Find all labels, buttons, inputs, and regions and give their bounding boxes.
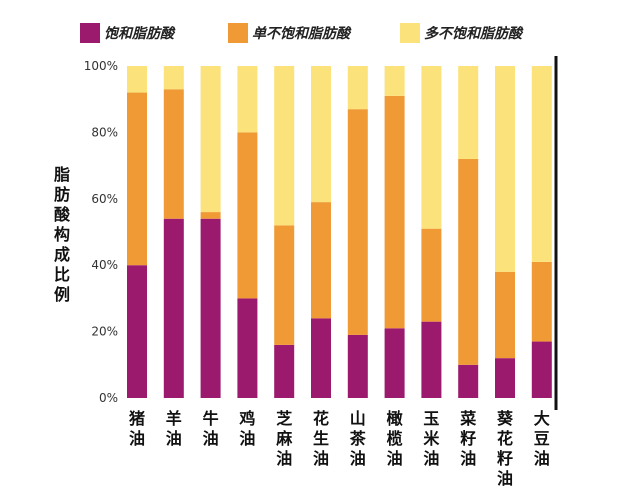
x-tick-label: 牛	[203, 409, 219, 428]
bar-10-series-3	[458, 66, 479, 159]
x-tick-label: 油	[460, 449, 476, 468]
legend: 饱和脂肪酸 单不饱和脂肪酸 多不饱和脂肪酸	[0, 0, 641, 50]
bar-1-series-2	[127, 92, 147, 266]
bar-1-series-3	[127, 66, 147, 93]
y-axis-label: 酸	[54, 205, 71, 224]
x-tick-label: 油	[497, 469, 513, 488]
x-tick-label: 油	[350, 449, 366, 468]
x-tick-label: 油	[203, 429, 219, 448]
x-tick-label: 菜	[459, 409, 476, 428]
legend-item-polyunsaturated: 多不饱和脂肪酸	[400, 22, 522, 44]
bar-6-series-2	[311, 202, 331, 319]
bar-8-series-1	[384, 328, 405, 398]
x-tick-label: 油	[423, 449, 439, 468]
bar-5-series-3	[274, 66, 295, 226]
y-axis-label: 比	[54, 265, 70, 284]
y-axis-label: 肪	[54, 185, 70, 204]
x-tick-label: 米	[423, 429, 440, 448]
x-tick-label: 葵	[497, 409, 514, 428]
bar-6-series-3	[311, 66, 331, 203]
bar-4-series-3	[237, 66, 258, 133]
legend-swatch-saturated	[80, 23, 100, 43]
bar-8-series-2	[384, 95, 405, 329]
bar-11-series-2	[495, 271, 515, 359]
bar-5-series-2	[274, 225, 295, 345]
bar-2-series-1	[163, 218, 184, 398]
bar-6-series-1	[311, 318, 331, 398]
bar-2-series-3	[163, 66, 184, 90]
legend-label-polyunsaturated: 多不饱和脂肪酸	[424, 26, 522, 42]
x-tick-label: 油	[387, 449, 403, 468]
bar-12-series-3	[531, 66, 552, 262]
bar-3-series-2	[200, 212, 221, 219]
x-tick-label: 籽	[460, 429, 476, 448]
bar-7-series-2	[347, 109, 368, 335]
bar-5-series-1	[274, 344, 295, 398]
y-axis-label: 构	[54, 225, 70, 244]
x-tick-label: 猪	[128, 409, 145, 428]
bar-3-series-3	[200, 66, 221, 213]
legend-swatch-polyunsaturated	[400, 23, 420, 43]
bar-4-series-2	[237, 132, 258, 299]
bar-7-series-1	[347, 334, 368, 398]
x-tick-label: 油	[313, 449, 329, 468]
y-tick-label: 40%	[91, 258, 118, 272]
bar-8-series-3	[384, 66, 405, 96]
bar-9-series-3	[421, 66, 442, 229]
y-tick-label: 100%	[84, 59, 118, 73]
x-tick-label: 籽	[497, 449, 513, 468]
bar-11-series-3	[495, 66, 515, 272]
bar-11-series-1	[495, 358, 515, 398]
y-axis-label: 成	[54, 245, 70, 264]
bar-4-series-1	[237, 298, 258, 398]
x-tick-label: 花	[497, 429, 513, 448]
bar-10-series-2	[458, 158, 479, 365]
x-tick-label: 大	[534, 409, 550, 428]
legend-label-saturated: 饱和脂肪酸	[104, 26, 174, 42]
bar-1-series-1	[127, 265, 147, 398]
x-tick-label: 芝	[276, 409, 292, 428]
bar-12-series-2	[531, 261, 552, 342]
y-axis-label: 例	[54, 285, 70, 304]
legend-swatch-monounsaturated	[228, 23, 248, 43]
bar-10-series-1	[458, 364, 479, 398]
x-tick-label: 油	[166, 429, 182, 448]
bar-9-series-1	[421, 321, 442, 398]
legend-item-saturated: 饱和脂肪酸	[80, 22, 174, 44]
x-tick-label: 茶	[349, 429, 367, 448]
y-tick-label: 80%	[91, 125, 118, 139]
x-tick-label: 花	[313, 409, 329, 428]
x-tick-label: 鸡	[238, 409, 255, 428]
x-tick-label: 榄	[387, 429, 403, 448]
legend-item-monounsaturated: 单不饱和脂肪酸	[228, 22, 350, 44]
x-tick-label: 麻	[275, 429, 293, 448]
bar-12-series-1	[531, 341, 552, 398]
x-tick-label: 油	[239, 429, 255, 448]
bar-3-series-1	[200, 218, 221, 398]
x-tick-label: 橄	[387, 409, 404, 428]
bar-9-series-2	[421, 228, 442, 322]
x-tick-label: 玉	[423, 409, 439, 428]
bar-2-series-2	[163, 89, 184, 219]
legend-label-monounsaturated: 单不饱和脂肪酸	[252, 26, 350, 42]
x-tick-label: 山	[350, 409, 366, 428]
x-tick-label: 油	[129, 429, 145, 448]
y-axis-label: 脂	[54, 165, 70, 184]
y-tick-label: 20%	[91, 325, 118, 339]
x-tick-label: 油	[276, 449, 292, 468]
x-tick-label: 油	[534, 449, 550, 468]
x-tick-label: 豆	[534, 429, 550, 448]
y-tick-label: 60%	[91, 192, 118, 206]
x-tick-label: 羊	[166, 409, 182, 428]
y-tick-label: 0%	[99, 391, 118, 405]
bar-7-series-3	[347, 66, 368, 110]
x-tick-label: 生	[313, 429, 329, 448]
